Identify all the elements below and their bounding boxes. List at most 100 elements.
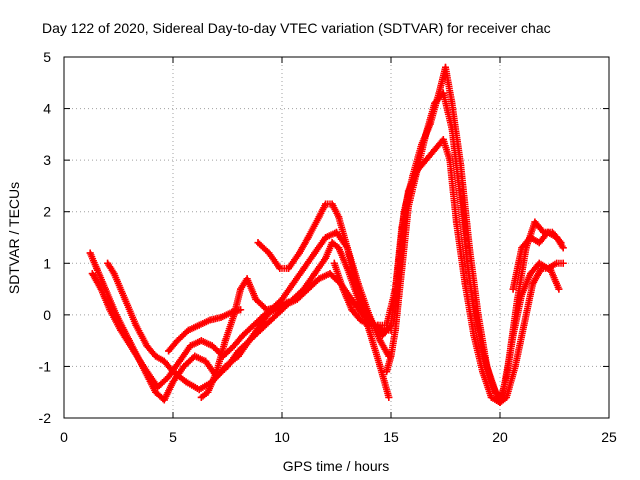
data-point — [555, 285, 563, 293]
data-point — [213, 368, 221, 376]
y-tick-label: 3 — [43, 152, 51, 168]
data-point — [245, 337, 253, 345]
data-point — [121, 295, 129, 303]
y-tick-label: 5 — [43, 49, 51, 65]
data-point — [304, 285, 312, 293]
data-point — [470, 306, 478, 314]
data-point — [479, 368, 487, 376]
data-point — [328, 200, 336, 208]
x-tick-label: 10 — [274, 429, 290, 445]
data-point — [256, 321, 264, 329]
data-point — [180, 362, 188, 370]
data-point — [442, 63, 449, 71]
data-point — [186, 342, 194, 350]
series-track-8 — [383, 89, 563, 407]
data-point — [322, 200, 330, 208]
data-point — [422, 156, 430, 164]
data-point — [330, 259, 338, 267]
y-tick-label: 2 — [43, 204, 51, 220]
data-point — [93, 264, 101, 272]
data-point — [413, 166, 421, 174]
data-point — [154, 383, 162, 391]
data-point — [130, 347, 138, 355]
data-point — [431, 146, 439, 154]
data-point — [191, 352, 199, 360]
data-point — [206, 316, 214, 324]
data-point — [267, 316, 275, 324]
data-point — [160, 357, 168, 365]
data-point — [518, 244, 526, 252]
data-point — [404, 203, 412, 211]
data-point — [265, 249, 273, 257]
data-point — [230, 311, 238, 319]
data-point — [243, 275, 251, 283]
data-point — [276, 264, 284, 272]
series-track-5 — [197, 275, 293, 401]
data-point — [285, 264, 293, 272]
data-point — [537, 264, 545, 272]
data-point — [439, 89, 447, 97]
data-point — [204, 388, 212, 396]
data-point — [104, 259, 112, 267]
data-point — [197, 393, 205, 401]
data-point — [237, 306, 245, 314]
data-point — [97, 285, 105, 293]
data-points — [86, 63, 567, 407]
data-point — [376, 362, 384, 370]
data-point — [195, 321, 203, 329]
y-tick-label: -2 — [39, 410, 52, 426]
data-point — [230, 342, 238, 350]
data-point — [239, 331, 247, 339]
data-point — [339, 285, 347, 293]
data-point — [326, 270, 334, 278]
data-point — [295, 249, 303, 257]
data-point — [487, 393, 495, 401]
chart-title: Day 122 of 2020, Sidereal Day-to-day VTE… — [42, 20, 551, 36]
data-point — [439, 136, 447, 144]
data-point — [315, 275, 323, 283]
data-point — [387, 352, 395, 360]
data-point — [263, 306, 271, 314]
data-point — [374, 321, 382, 329]
data-point — [88, 270, 96, 278]
data-point — [221, 337, 229, 345]
data-point — [559, 259, 567, 267]
data-point — [511, 362, 519, 370]
data-point — [182, 378, 190, 386]
data-point — [383, 321, 391, 329]
data-point — [487, 378, 495, 386]
data-point — [184, 326, 192, 334]
data-point — [378, 331, 386, 339]
data-point — [132, 321, 140, 329]
data-point — [431, 99, 439, 107]
data-point — [315, 213, 323, 221]
data-point — [217, 313, 225, 321]
data-point — [86, 249, 94, 257]
data-point — [152, 352, 160, 360]
data-point — [208, 342, 216, 350]
y-tick-label: 1 — [43, 255, 51, 271]
data-point — [383, 368, 391, 376]
data-point — [398, 264, 406, 272]
data-point — [289, 280, 297, 288]
data-point — [143, 342, 151, 350]
data-point — [335, 213, 343, 221]
data-point — [169, 368, 177, 376]
data-point — [333, 228, 340, 236]
data-point — [527, 234, 535, 241]
data-point — [531, 218, 539, 226]
y-tick-label: 4 — [43, 101, 51, 117]
data-point — [300, 264, 308, 272]
x-axis-label: GPS time / hours — [283, 458, 390, 474]
data-point — [285, 298, 293, 306]
data-point — [221, 362, 229, 370]
data-point — [520, 321, 528, 329]
data-point — [496, 399, 504, 407]
data-point — [274, 303, 282, 311]
y-tick-label: -1 — [39, 358, 52, 374]
data-point — [385, 393, 393, 401]
data-point — [343, 244, 351, 252]
plot-frame — [63, 56, 610, 419]
data-point — [553, 259, 561, 267]
data-point — [293, 295, 301, 303]
